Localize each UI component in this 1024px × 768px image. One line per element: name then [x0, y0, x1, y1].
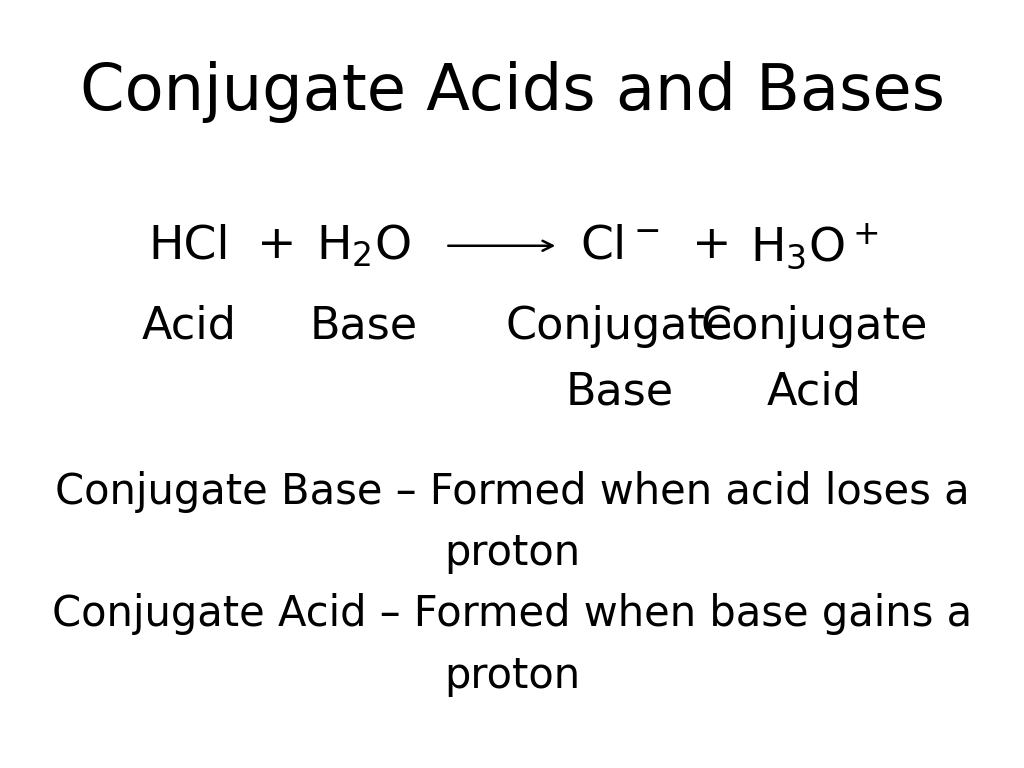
Text: Conjugate Acid – Formed when base gains a: Conjugate Acid – Formed when base gains …	[52, 594, 972, 635]
Text: Conjugate: Conjugate	[700, 305, 928, 348]
Text: Conjugate Acids and Bases: Conjugate Acids and Bases	[80, 61, 944, 123]
Text: +: +	[692, 223, 731, 268]
Text: Base: Base	[309, 305, 418, 348]
Text: proton: proton	[444, 532, 580, 574]
Text: Cl$^-$: Cl$^-$	[580, 223, 659, 268]
Text: HCl: HCl	[148, 223, 230, 268]
Text: H$_2$O: H$_2$O	[316, 223, 411, 269]
Text: Acid: Acid	[142, 305, 237, 348]
Text: Conjugate: Conjugate	[506, 305, 733, 348]
Text: proton: proton	[444, 655, 580, 697]
Text: H$_3$O$^+$: H$_3$O$^+$	[750, 220, 879, 271]
Text: Conjugate Base – Formed when acid loses a: Conjugate Base – Formed when acid loses …	[54, 471, 970, 512]
Text: Acid: Acid	[767, 370, 861, 413]
Text: +: +	[257, 223, 296, 268]
Text: Base: Base	[565, 370, 674, 413]
